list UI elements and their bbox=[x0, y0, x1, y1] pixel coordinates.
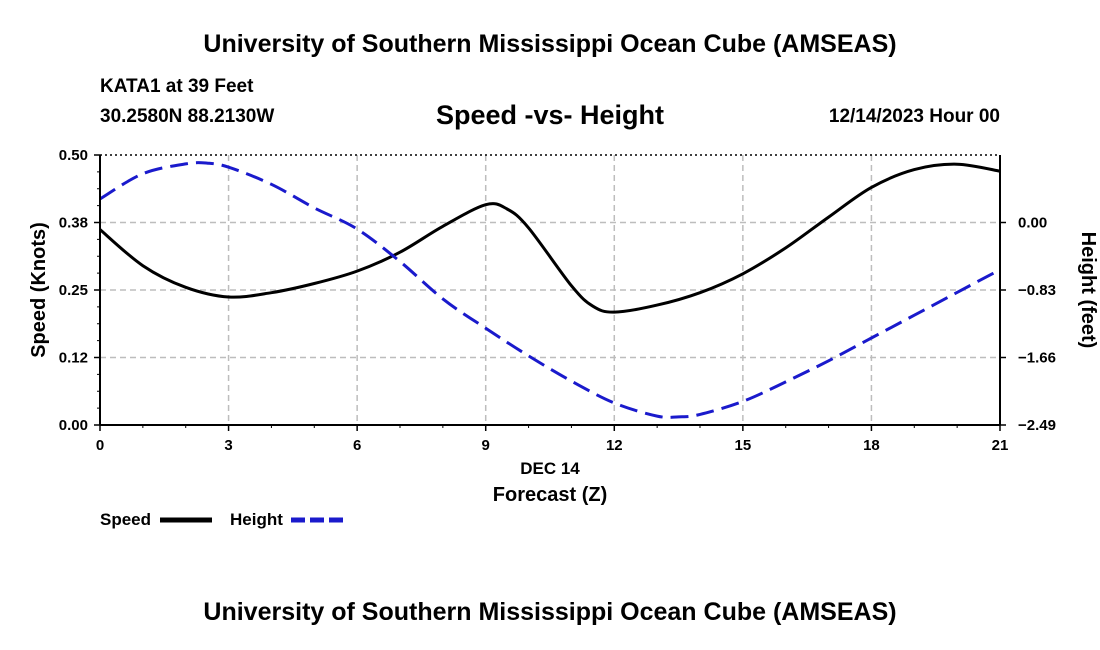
y-axis-right-title: Height (feet) bbox=[1077, 232, 1099, 349]
y-axis-left-title: Speed (Knots) bbox=[28, 222, 50, 358]
x-tick-label: 0 bbox=[96, 437, 104, 454]
x-tick-label: 15 bbox=[735, 437, 752, 454]
plot-title: Speed -vs- Height bbox=[435, 100, 665, 130]
y-right-tick-label: 0.00 bbox=[1018, 215, 1047, 232]
x-tick-label: 18 bbox=[863, 437, 880, 454]
x-axis-title: Forecast (Z) bbox=[493, 484, 607, 506]
footer-title: University of Southern Mississippi Ocean… bbox=[203, 598, 897, 626]
y-left-tick-label: 0.38 bbox=[59, 215, 88, 232]
y-right-tick-label: −2.49 bbox=[1018, 417, 1056, 434]
series-lines bbox=[99, 161, 1001, 419]
y-right-tick-label: −0.83 bbox=[1018, 282, 1056, 299]
legend: Speed Height bbox=[100, 510, 343, 529]
legend-height-label: Height bbox=[230, 510, 283, 529]
x-tick-label: 6 bbox=[353, 437, 361, 454]
legend-speed-label: Speed bbox=[100, 510, 151, 529]
x-tick-label: 9 bbox=[482, 437, 490, 454]
y-left-tick-label: 0.25 bbox=[59, 282, 88, 299]
station-label: KATA1 at 39 Feet bbox=[100, 76, 254, 97]
y-left-tick-label: 0.50 bbox=[59, 147, 88, 164]
x-tick-label: 12 bbox=[606, 437, 623, 454]
y-left-tick-label: 0.12 bbox=[59, 350, 88, 367]
x-tick-label: 21 bbox=[992, 437, 1009, 454]
axes: 0 3 6 9 12 15 18 21 0.00 0.12 0.25 0.38 0.50 0.00 −0.8… bbox=[59, 147, 1056, 454]
speed-series-line bbox=[99, 162, 1001, 314]
grid-lines bbox=[100, 155, 1000, 425]
axis-labels: DEC 14 Forecast (Z) Speed (Knots) Height… bbox=[28, 222, 1099, 506]
y-right-tick-label: −1.66 bbox=[1018, 350, 1056, 367]
coordinates-label: 30.2580N 88.2130W bbox=[100, 106, 275, 127]
date-label: DEC 14 bbox=[520, 459, 580, 478]
height-series-line bbox=[99, 161, 1001, 419]
x-tick-label: 3 bbox=[224, 437, 232, 454]
chart-title: University of Southern Mississippi Ocean… bbox=[203, 30, 897, 58]
y-left-tick-label: 0.00 bbox=[59, 417, 88, 434]
forecast-datetime: 12/14/2023 Hour 00 bbox=[828, 106, 1000, 127]
